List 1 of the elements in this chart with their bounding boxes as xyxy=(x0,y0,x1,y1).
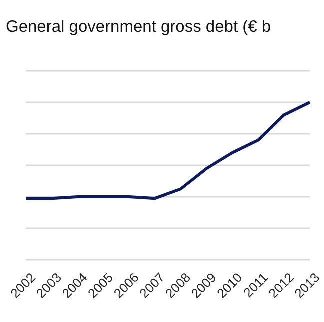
chart-title: General government gross debt (€ b xyxy=(6,18,272,37)
